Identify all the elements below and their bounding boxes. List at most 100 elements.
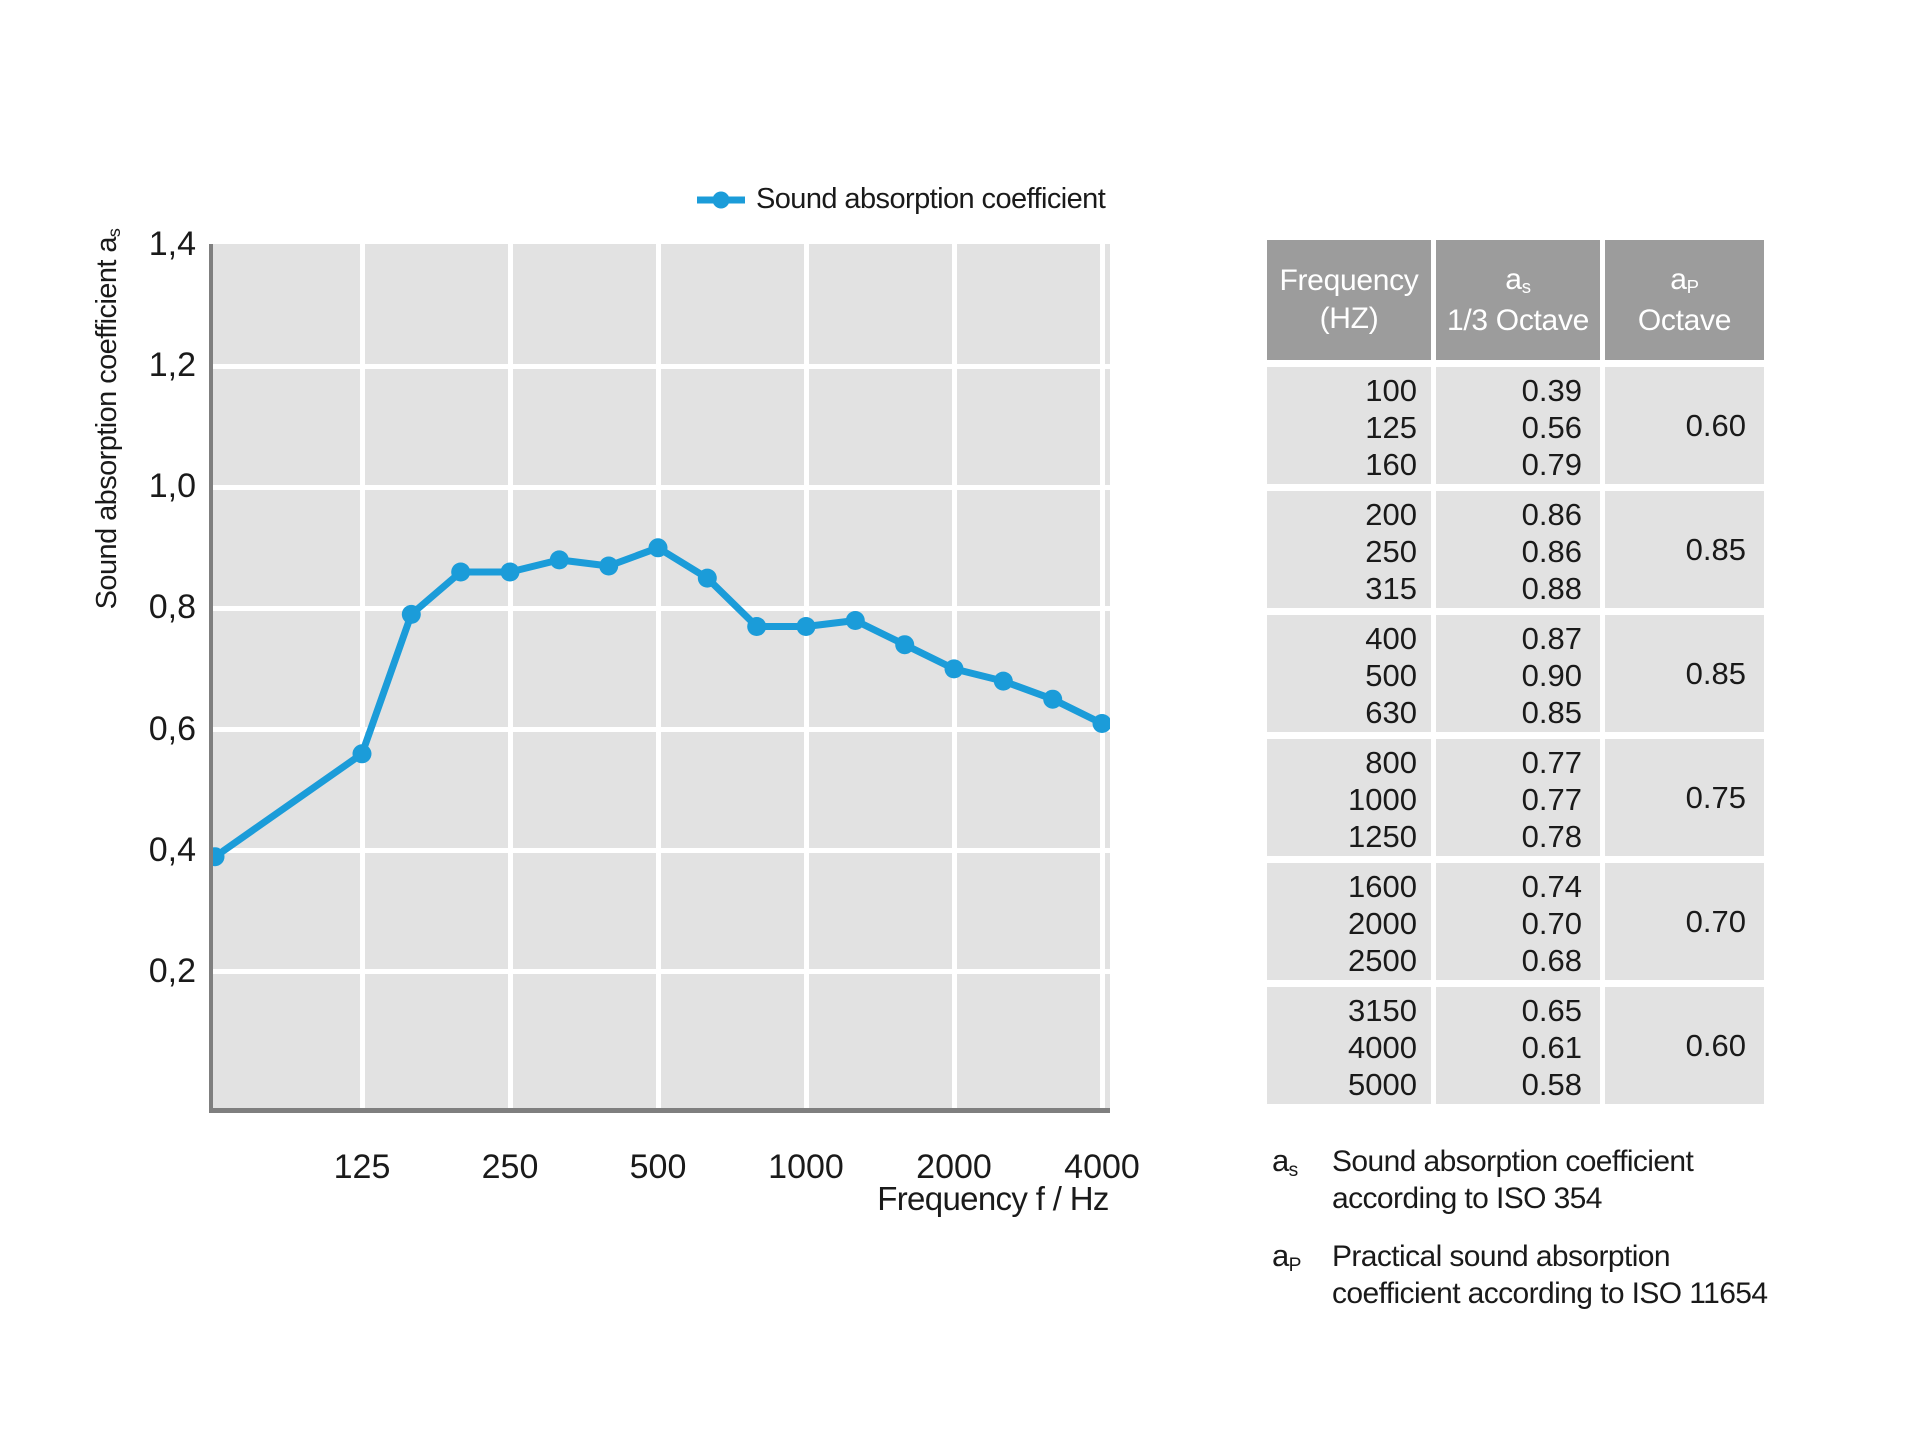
- frequency-value: 1250: [1348, 819, 1417, 854]
- footnote-row: as Sound absorption coefficient according …: [1272, 1143, 1832, 1217]
- series-polyline: [213, 544, 1104, 860]
- as-third-octave-cell: 0.74 0.70 0.68: [1436, 863, 1600, 980]
- y-tick-label: 1,4: [148, 224, 196, 263]
- horizontal-gridline: [213, 848, 1110, 854]
- table-row-group: 200 250 315 0.86 0.86 0.88 0.85: [1267, 491, 1764, 608]
- as-third-octave-cell: 0.77 0.77 0.78: [1436, 739, 1600, 856]
- vertical-gridline: [1099, 244, 1105, 1108]
- series-point-marker: [500, 562, 520, 582]
- series-point-marker: [697, 568, 717, 588]
- footnote-text-line2: according to ISO 354: [1332, 1182, 1602, 1215]
- series-point-marker: [648, 538, 668, 558]
- table-header-cell: as 1/3 Octave: [1436, 240, 1600, 360]
- x-tick-label: 4000: [1064, 1148, 1140, 1186]
- series-point-marker: [451, 562, 471, 582]
- ap-octave-cell: 0.75: [1605, 739, 1764, 856]
- as-value: 0.68: [1521, 943, 1582, 978]
- frequency-value: 200: [1365, 497, 1417, 532]
- table-header-symbol: a: [1505, 262, 1522, 296]
- footnote-symbol: aP: [1272, 1238, 1332, 1312]
- table-header-symbol-subscript: P: [1686, 275, 1699, 297]
- horizontal-gridline: [213, 484, 1110, 490]
- ap-value: 0.85: [1685, 532, 1746, 567]
- x-tick-label: 1000: [768, 1148, 844, 1186]
- footnote-symbol-subscript: s: [1288, 1159, 1299, 1181]
- as-value: 0.88: [1521, 571, 1582, 606]
- ap-octave-cell: 0.85: [1605, 615, 1764, 732]
- chart-plot-area: [213, 244, 1110, 1108]
- as-third-octave-cell: 0.65 0.61 0.58: [1436, 987, 1600, 1104]
- frequency-cell: 3150 4000 5000: [1267, 987, 1431, 1104]
- x-tick-label: 2000: [916, 1148, 992, 1186]
- footnote-symbol-letter: a: [1272, 1143, 1289, 1178]
- table-header-line2: (HZ): [1319, 302, 1379, 335]
- as-third-octave-cell: 0.39 0.56 0.79: [1436, 367, 1600, 484]
- footnote-text-line1: Sound absorption coefficient: [1332, 1145, 1694, 1178]
- legend-label: Sound absorption coefficient: [756, 183, 1106, 215]
- frequency-value: 100: [1365, 373, 1417, 408]
- frequency-cell: 1600 2000 2500: [1267, 863, 1431, 980]
- x-tick-label: 125: [333, 1148, 391, 1186]
- footnote-text: Practical sound absorption coefficient ac…: [1332, 1238, 1768, 1312]
- table-header-line2: 1/3 Octave: [1446, 303, 1590, 337]
- y-tick-label: 0,2: [148, 951, 196, 990]
- series-point-marker: [599, 556, 619, 576]
- table-header-line2: Octave: [1637, 303, 1732, 337]
- series-point-marker: [747, 617, 767, 636]
- y-tick-label: 1,0: [148, 467, 196, 506]
- as-value: 0.90: [1521, 658, 1582, 693]
- as-value: 0.39: [1521, 373, 1582, 408]
- as-value: 0.61: [1521, 1030, 1582, 1065]
- frequency-cell: 100 125 160: [1267, 367, 1431, 484]
- as-value: 0.65: [1521, 993, 1582, 1028]
- as-value: 0.74: [1521, 869, 1582, 904]
- as-value: 0.86: [1521, 497, 1582, 532]
- table-header-symbol: a: [1670, 262, 1687, 296]
- footnote-text: Sound absorption coefficient according to…: [1332, 1143, 1694, 1217]
- table-row-group: 400 500 630 0.87 0.90 0.85 0.85: [1267, 615, 1764, 732]
- vertical-gridline: [803, 244, 809, 1108]
- as-value: 0.58: [1521, 1067, 1582, 1102]
- table-row-group: 800 1000 1250 0.77 0.77 0.78 0.75: [1267, 739, 1764, 856]
- y-tick-label: 0,4: [148, 830, 196, 869]
- frequency-value: 5000: [1348, 1067, 1417, 1102]
- table-body: 100 125 160 0.39 0.56 0.79 0.60 200 250 315 0.86 0.…: [1267, 367, 1764, 1104]
- y-axis-title-text: Sound absorption coefficient a: [91, 237, 123, 610]
- ap-octave-cell: 0.60: [1605, 367, 1764, 484]
- frequency-value: 125: [1365, 410, 1417, 445]
- chart-legend: Sound absorption coefficient: [697, 183, 1106, 216]
- frequency-value: 2000: [1348, 906, 1417, 941]
- frequency-value: 4000: [1348, 1030, 1417, 1065]
- vertical-gridline: [359, 244, 365, 1108]
- horizontal-gridline: [213, 969, 1110, 975]
- vertical-gridline: [507, 244, 513, 1108]
- ap-octave-cell: 0.60: [1605, 987, 1764, 1104]
- as-third-octave-cell: 0.87 0.90 0.85: [1436, 615, 1600, 732]
- footnote-row: aP Practical sound absorption coefficient …: [1272, 1238, 1832, 1312]
- footnote-symbol-letter: a: [1272, 1238, 1289, 1273]
- x-axis-line: [209, 1108, 1110, 1113]
- ap-octave-cell: 0.70: [1605, 863, 1764, 980]
- ap-value: 0.60: [1685, 1028, 1746, 1063]
- frequency-cell: 400 500 630: [1267, 615, 1431, 732]
- table-header-row: Frequency (HZ) as 1/3 Octave aP Octave: [1267, 240, 1764, 360]
- frequency-value: 3150: [1348, 993, 1417, 1028]
- table-header-line1: Frequency: [1279, 262, 1418, 300]
- table-header-cell: Frequency (HZ): [1267, 240, 1431, 360]
- frequency-value: 160: [1365, 447, 1417, 482]
- footnotes: as Sound absorption coefficient according …: [1272, 1143, 1832, 1333]
- horizontal-gridline: [213, 363, 1110, 369]
- as-value: 0.78: [1521, 819, 1582, 854]
- vertical-gridline: [655, 244, 661, 1108]
- footnote-symbol-subscript: P: [1288, 1254, 1302, 1276]
- ap-value: 0.85: [1685, 656, 1746, 691]
- frequency-value: 315: [1365, 571, 1417, 606]
- frequency-cell: 800 1000 1250: [1267, 739, 1431, 856]
- as-value: 0.70: [1521, 906, 1582, 941]
- frequency-value: 1600: [1348, 869, 1417, 904]
- as-value: 0.77: [1521, 745, 1582, 780]
- frequency-cell: 200 250 315: [1267, 491, 1431, 608]
- footnote-text-line1: Practical sound absorption: [1332, 1240, 1671, 1273]
- series-point-marker: [1043, 689, 1063, 709]
- as-value: 0.85: [1521, 695, 1582, 730]
